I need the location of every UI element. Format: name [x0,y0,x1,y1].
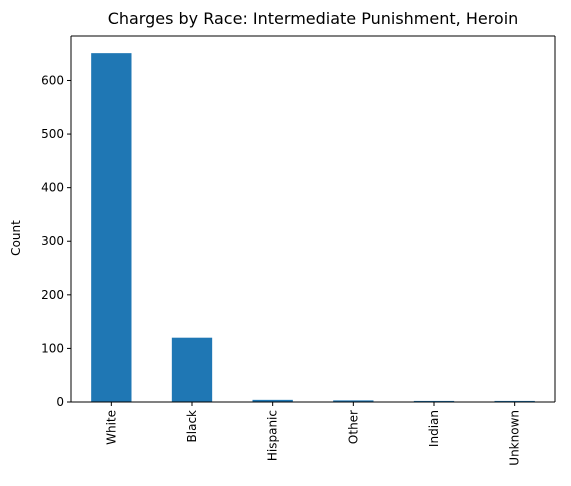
bar-black [171,337,213,402]
bar-indian [413,400,455,402]
y-tick-label: 400 [41,181,64,195]
y-tick-label: 500 [41,127,64,141]
x-tick-label: Black [185,410,199,443]
x-tick-label: White [104,410,118,445]
y-tick-label: 200 [41,288,64,302]
y-tick-label: 0 [56,395,64,409]
y-tick-label: 300 [41,234,64,248]
y-tick-label: 100 [41,341,64,355]
bar-unknown [494,400,535,402]
bar-other [333,400,374,402]
x-tick-label: Indian [427,410,441,447]
chart-title: Charges by Race: Intermediate Punishment… [108,9,519,28]
bar-hispanic [252,399,293,402]
bar-white [91,53,132,402]
y-tick-label: 600 [41,73,64,87]
x-tick-label: Other [346,410,360,444]
x-tick-label: Unknown [508,410,522,466]
plot-area: 0 100 200 300 400 500 600 White Black Hispanic Oth… [41,35,556,466]
y-axis-label: Count [9,220,23,256]
x-tick-label: Hispanic [266,410,280,461]
